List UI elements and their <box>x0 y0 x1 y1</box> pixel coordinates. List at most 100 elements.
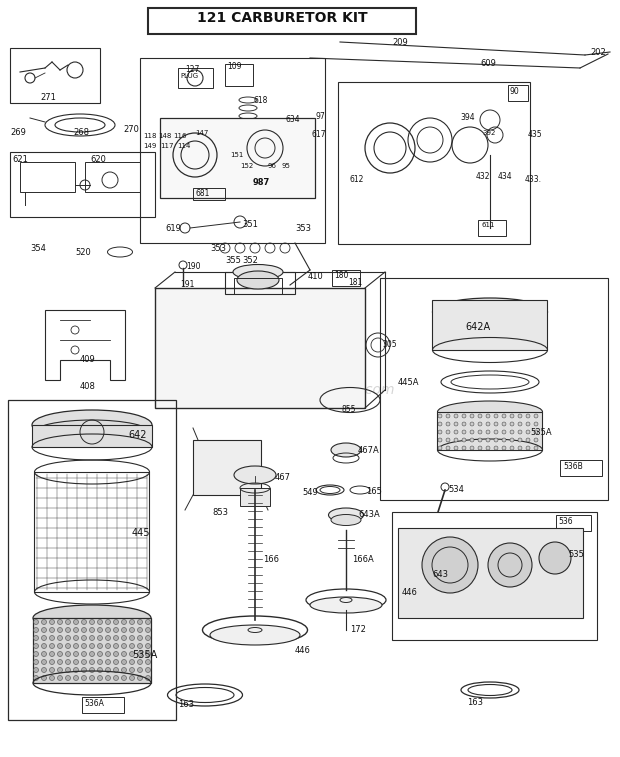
Circle shape <box>488 543 532 587</box>
Circle shape <box>130 643 135 649</box>
Circle shape <box>97 652 102 656</box>
Circle shape <box>42 659 46 665</box>
Text: 617: 617 <box>312 130 327 139</box>
Circle shape <box>130 659 135 665</box>
Circle shape <box>33 659 38 665</box>
Circle shape <box>518 414 522 418</box>
Circle shape <box>510 422 514 426</box>
Circle shape <box>58 668 63 672</box>
Text: 434: 434 <box>498 172 513 181</box>
Circle shape <box>89 652 94 656</box>
Circle shape <box>502 422 506 426</box>
Text: 643: 643 <box>432 570 448 579</box>
Circle shape <box>81 659 87 665</box>
Circle shape <box>89 628 94 633</box>
Circle shape <box>470 414 474 418</box>
Circle shape <box>478 414 482 418</box>
Circle shape <box>438 446 442 450</box>
Circle shape <box>33 643 38 649</box>
Circle shape <box>454 414 458 418</box>
Circle shape <box>138 628 143 633</box>
Circle shape <box>66 652 71 656</box>
Text: 180: 180 <box>334 271 348 280</box>
Text: 536A: 536A <box>84 699 104 708</box>
Circle shape <box>130 668 135 672</box>
Ellipse shape <box>329 508 363 522</box>
Circle shape <box>138 659 143 665</box>
Text: 467A: 467A <box>358 446 379 455</box>
Bar <box>437 412 542 450</box>
Text: 433.: 433. <box>525 175 542 184</box>
Circle shape <box>105 619 110 625</box>
Circle shape <box>454 446 458 450</box>
Circle shape <box>89 659 94 665</box>
Text: 351: 351 <box>242 220 258 229</box>
Circle shape <box>526 414 530 418</box>
Circle shape <box>122 652 126 656</box>
Text: 549: 549 <box>302 488 317 497</box>
Circle shape <box>74 628 79 633</box>
Text: 987: 987 <box>253 178 270 187</box>
Bar <box>160 118 315 198</box>
Text: 467: 467 <box>275 473 291 482</box>
Circle shape <box>105 628 110 633</box>
Bar <box>225 272 295 294</box>
Text: 166: 166 <box>263 555 279 564</box>
Text: 853: 853 <box>212 508 228 517</box>
Circle shape <box>81 635 87 640</box>
Circle shape <box>438 430 442 434</box>
Circle shape <box>526 438 530 442</box>
Text: 394: 394 <box>460 113 475 122</box>
Bar <box>32 425 152 447</box>
Circle shape <box>130 652 135 656</box>
Text: 619: 619 <box>165 224 181 233</box>
Text: 97: 97 <box>315 112 325 121</box>
Text: 163: 163 <box>178 700 194 709</box>
Circle shape <box>122 668 126 672</box>
Circle shape <box>89 619 94 625</box>
Ellipse shape <box>32 410 152 440</box>
Text: 96: 96 <box>268 163 277 169</box>
Circle shape <box>33 652 38 656</box>
Text: 353: 353 <box>295 224 311 233</box>
Text: PLUG: PLUG <box>180 73 198 79</box>
Circle shape <box>50 659 55 665</box>
Circle shape <box>146 628 151 633</box>
Circle shape <box>122 628 126 633</box>
Circle shape <box>33 619 38 625</box>
Circle shape <box>74 659 79 665</box>
Circle shape <box>454 430 458 434</box>
Circle shape <box>33 675 38 681</box>
Circle shape <box>146 675 151 681</box>
Circle shape <box>534 414 538 418</box>
Circle shape <box>146 659 151 665</box>
Circle shape <box>502 414 506 418</box>
Bar <box>178 68 213 88</box>
Bar <box>8 400 176 720</box>
Text: 271: 271 <box>40 93 56 102</box>
Circle shape <box>462 414 466 418</box>
Circle shape <box>446 414 450 418</box>
Text: 536B: 536B <box>563 462 583 471</box>
Text: 446: 446 <box>402 588 418 597</box>
Text: 535A: 535A <box>132 650 157 660</box>
Text: 634: 634 <box>285 115 299 124</box>
Circle shape <box>510 446 514 450</box>
Text: 166A: 166A <box>352 555 374 564</box>
Text: 621: 621 <box>12 155 28 164</box>
Circle shape <box>81 628 87 633</box>
Circle shape <box>462 446 466 450</box>
Circle shape <box>97 628 102 633</box>
Circle shape <box>502 446 506 450</box>
Bar <box>140 58 325 243</box>
Circle shape <box>130 628 135 633</box>
Bar <box>225 64 253 86</box>
Text: 163: 163 <box>467 698 483 707</box>
Circle shape <box>113 652 118 656</box>
Ellipse shape <box>233 264 283 279</box>
Circle shape <box>50 643 55 649</box>
Circle shape <box>113 668 118 672</box>
Ellipse shape <box>433 298 547 326</box>
Circle shape <box>486 438 490 442</box>
Circle shape <box>470 430 474 434</box>
